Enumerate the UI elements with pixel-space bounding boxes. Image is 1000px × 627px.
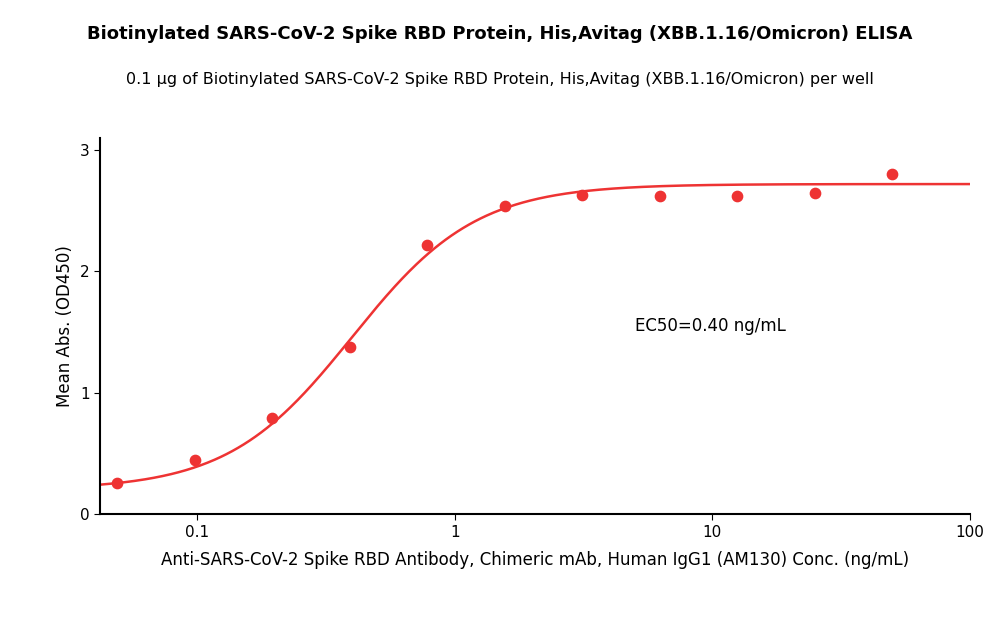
Point [342, 342, 358, 352]
Y-axis label: Mean Abs. (OD450): Mean Abs. (OD450) [56, 245, 74, 407]
Point [574, 190, 590, 200]
Point [419, 240, 435, 250]
Point [884, 169, 900, 179]
Text: 0.1 μg of Biotinylated SARS-CoV-2 Spike RBD Protein, His,Avitag (XBB.1.16/Omicro: 0.1 μg of Biotinylated SARS-CoV-2 Spike … [126, 72, 874, 87]
Point [497, 201, 513, 211]
Text: EC50=0.40 ng/mL: EC50=0.40 ng/mL [635, 317, 786, 335]
X-axis label: Anti-SARS-CoV-2 Spike RBD Antibody, Chimeric mAb, Human IgG1 (AM130) Conc. (ng/m: Anti-SARS-CoV-2 Spike RBD Antibody, Chim… [161, 551, 909, 569]
Text: Biotinylated SARS-CoV-2 Spike RBD Protein, His,Avitag (XBB.1.16/Omicron) ELISA: Biotinylated SARS-CoV-2 Spike RBD Protei… [87, 25, 913, 43]
Point [187, 455, 203, 465]
Point [807, 187, 823, 198]
Point [109, 478, 125, 488]
Point [652, 191, 668, 201]
Point [729, 191, 745, 201]
Point [264, 413, 280, 423]
